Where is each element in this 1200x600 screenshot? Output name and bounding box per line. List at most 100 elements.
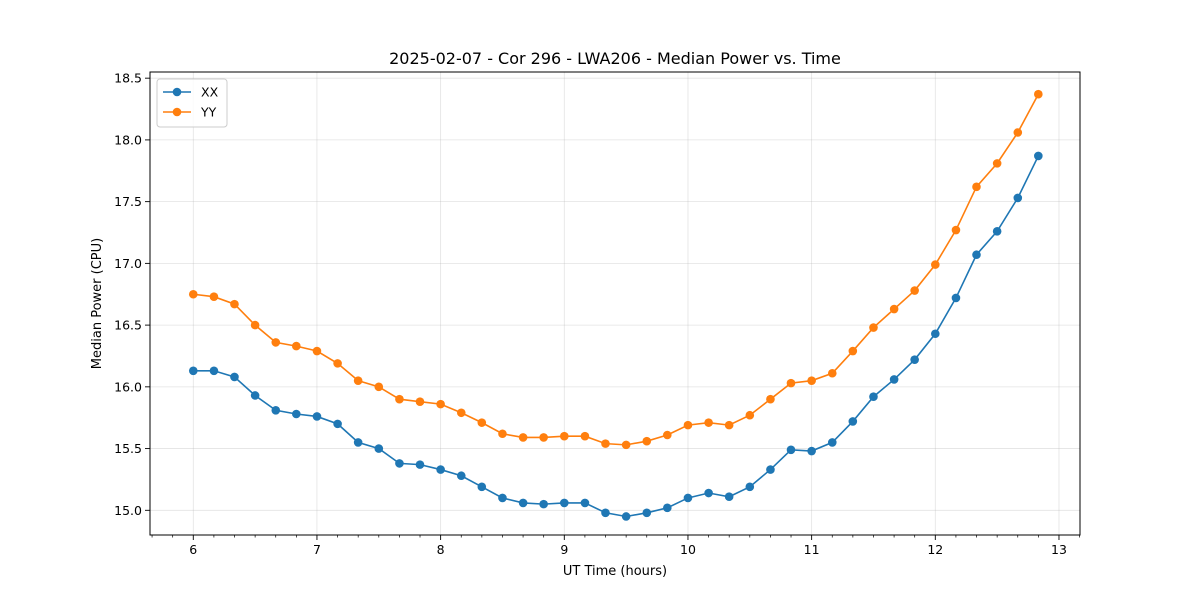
- grid-layer: [150, 72, 1080, 535]
- data-point-xx: [250, 391, 260, 400]
- data-point-xx: [992, 226, 1002, 236]
- data-point-yy: [745, 410, 755, 420]
- data-point-xx: [766, 465, 775, 474]
- data-point-yy: [559, 431, 569, 441]
- data-point-yy: [1034, 89, 1043, 99]
- data-point-xx: [704, 488, 713, 498]
- data-point-yy: [456, 408, 466, 418]
- data-point-yy: [869, 323, 878, 332]
- data-point-xx: [621, 512, 631, 521]
- data-point-yy: [333, 359, 342, 368]
- data-point-yy: [931, 260, 940, 269]
- y-axis-label: Median Power (CPU): [90, 238, 105, 369]
- data-point-yy: [580, 431, 590, 441]
- tick-layer: 6 7 8 9 10 11 12 13 15.0 15.5 16.0 16.5 17.0 17.5 18.0…: [114, 71, 1080, 557]
- data-point-xx: [333, 419, 342, 429]
- data-point-yy: [395, 394, 404, 404]
- data-point-yy: [724, 420, 734, 430]
- data-point-yy: [271, 338, 281, 347]
- data-point-xx: [395, 459, 404, 468]
- data-point-xx: [827, 438, 837, 447]
- data-point-yy: [827, 368, 837, 378]
- data-point-yy: [642, 436, 652, 446]
- data-point-yy: [621, 440, 631, 450]
- x-tick-label: 11: [804, 542, 820, 557]
- legend-label-yy: YY: [200, 105, 217, 120]
- data-point-xx: [271, 405, 281, 415]
- data-point-yy: [209, 292, 219, 302]
- data-point-xx: [312, 412, 322, 421]
- series-layer: [188, 89, 1043, 521]
- data-point-yy: [704, 418, 713, 427]
- x-tick-label: 13: [1051, 542, 1067, 557]
- data-point-yy: [292, 341, 301, 351]
- data-point-yy: [766, 394, 775, 404]
- x-tick-label: 7: [313, 542, 321, 557]
- y-tick-label: 16.5: [114, 318, 142, 333]
- data-point-yy: [353, 376, 363, 385]
- data-point-xx: [663, 503, 672, 513]
- y-tick-label: 15.5: [114, 441, 142, 456]
- data-point-xx: [539, 499, 548, 509]
- legend-label-xx: XX: [201, 85, 219, 100]
- data-point-xx: [972, 250, 981, 260]
- data-point-yy: [972, 182, 981, 192]
- data-point-xx: [807, 446, 816, 456]
- data-point-xx: [1013, 193, 1023, 203]
- legend-marker-yy: [172, 107, 182, 117]
- data-point-xx: [209, 366, 219, 376]
- legend-marker-xx: [172, 87, 182, 97]
- data-point-xx: [910, 355, 919, 364]
- data-point-yy: [415, 397, 425, 406]
- data-point-yy: [250, 320, 260, 330]
- y-tick-label: 18.5: [114, 71, 142, 86]
- data-point-xx: [230, 372, 239, 382]
- data-point-yy: [786, 378, 796, 388]
- data-point-yy: [498, 429, 507, 439]
- data-point-xx: [436, 465, 445, 474]
- chart-title: 2025-02-07 - Cor 296 - LWA206 - Median P…: [389, 49, 841, 68]
- data-point-xx: [889, 375, 899, 384]
- x-axis-label: UT Time (hours): [563, 564, 667, 579]
- x-tick-label: 12: [927, 542, 943, 557]
- data-point-xx: [188, 366, 198, 376]
- x-tick-label: 6: [189, 542, 197, 557]
- data-point-xx: [848, 417, 858, 426]
- data-point-xx: [724, 492, 734, 502]
- data-point-yy: [477, 418, 487, 427]
- data-point-xx: [683, 493, 693, 503]
- x-tick-label: 8: [437, 542, 445, 557]
- x-tick-label: 10: [680, 542, 696, 557]
- data-point-yy: [312, 346, 322, 356]
- data-point-yy: [663, 430, 672, 440]
- y-tick-label: 18.0: [114, 132, 142, 147]
- data-point-xx: [498, 493, 507, 503]
- data-point-yy: [1013, 128, 1023, 137]
- y-tick-label: 16.0: [114, 379, 142, 394]
- data-point-xx: [518, 498, 528, 508]
- data-point-xx: [292, 409, 301, 419]
- data-point-xx: [601, 508, 610, 518]
- data-point-yy: [374, 382, 384, 392]
- data-point-xx: [353, 438, 363, 447]
- data-point-yy: [188, 289, 198, 299]
- data-point-yy: [807, 376, 816, 385]
- data-point-yy: [601, 439, 610, 448]
- legend: XX YY: [156, 78, 228, 128]
- data-point-xx: [477, 482, 487, 492]
- y-tick-label: 15.0: [114, 503, 142, 518]
- x-tick-label: 9: [560, 542, 568, 557]
- data-point-yy: [230, 299, 239, 309]
- data-point-xx: [559, 498, 569, 508]
- data-point-xx: [869, 392, 878, 402]
- data-point-yy: [436, 399, 445, 409]
- data-point-yy: [848, 346, 858, 356]
- data-point-xx: [1034, 151, 1043, 161]
- data-point-yy: [889, 304, 899, 314]
- data-point-xx: [580, 498, 590, 508]
- y-tick-label: 17.0: [114, 256, 142, 271]
- data-point-yy: [910, 286, 919, 295]
- data-point-yy: [539, 433, 548, 442]
- data-point-yy: [992, 159, 1002, 168]
